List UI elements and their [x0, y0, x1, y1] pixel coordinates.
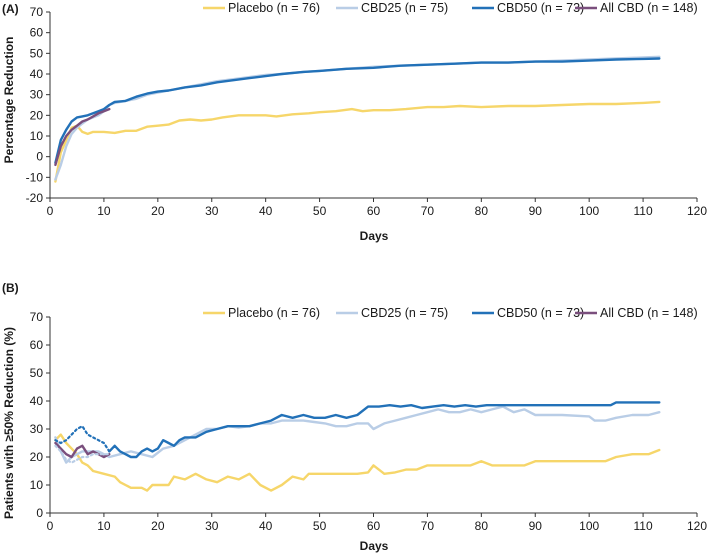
panel-a-x-tick-label: 70	[421, 204, 435, 218]
panel-a-y-tick-label: -20	[26, 191, 44, 205]
panel-a-x-tick-label: 50	[313, 204, 327, 218]
panel-a-series-line-placebo-n-76	[54, 100, 661, 183]
panel-a-series-line-all-cbd-n-148	[54, 107, 111, 167]
panel-b-x-tick-label: 50	[313, 519, 327, 533]
panel-a-y-tick-label: -10	[26, 170, 44, 184]
panel-b-y-tick-label: 10	[30, 478, 44, 492]
panel-b-legend: Placebo (n = 76) CBD25 (n = 75) CBD50 (n =…	[203, 306, 698, 320]
panel-b-y-axis-title: Patients with ≥50% Reduction (%)	[2, 327, 16, 519]
panel-a-x-axis-title: Days	[360, 229, 389, 243]
panel-b-x-tick-label: 30	[205, 519, 219, 533]
panel-a-y-tick-label: 0	[36, 150, 43, 164]
panel-b-label: (B)	[2, 281, 19, 295]
panel-b-y-tick-label: 70	[30, 310, 44, 324]
panel-a-y-tick-label: 70	[30, 5, 44, 19]
panel-a-x-tick-label: 10	[97, 204, 111, 218]
panel-b-series-line-cbd25-n-75-dotted	[54, 444, 111, 464]
panel-b-y-tick-label: 60	[30, 338, 44, 352]
panel-b-x-tick-label: 100	[579, 519, 599, 533]
panel-a-y-tick-label: 30	[30, 88, 44, 102]
panel-b-legend-label: All CBD (n = 148)	[600, 306, 698, 320]
panel-a-y-tick-label: 10	[30, 129, 44, 143]
panel-b-x-tick-label: 90	[529, 519, 543, 533]
panel-b-y-tick-label: 30	[30, 422, 44, 436]
panel-a-x-tick-label: 100	[579, 204, 599, 218]
panel-b-x-tick-label: 120	[687, 519, 707, 533]
panel-a-y-tick-label: 20	[30, 108, 44, 122]
panel-a-x-tick-label: 20	[151, 204, 165, 218]
panel-a-x-tick-label: 90	[529, 204, 543, 218]
panel-a-legend-label: CBD50 (n = 73)	[497, 1, 584, 15]
panel-a-series	[54, 55, 661, 183]
panel-a-series-line-cbd50-n-73	[54, 57, 661, 165]
panel-b-x-tick-label: 0	[47, 519, 54, 533]
panel-a-y-tick-label: 60	[30, 26, 44, 40]
panel-b-x-tick-label: 10	[97, 519, 111, 533]
panel-a-y-axis-title: Percentage Reduction	[2, 37, 16, 164]
panel-b-series-line-cbd50-n-73	[108, 401, 661, 459]
panel-a-series-line-cbd25-n-75	[54, 55, 661, 181]
panel-b-series-line-cbd50-n-73-dotted	[54, 425, 111, 453]
panel-b-axes: 0 10 20 30 40 50 60 70 80 90 100 110 120 0 10 20 30 40 50 6…	[30, 310, 708, 533]
panel-a-x-tick-label: 40	[259, 204, 273, 218]
panel-a-x-tick-label: 0	[47, 204, 54, 218]
panel-a-y-tick-label: 40	[30, 67, 44, 81]
panel-a-axes: 0 10 20 30 40 50 60 70 80 90 100 110 120 -20 -10 0 10 20 3…	[26, 5, 708, 218]
panel-b-legend-label: Placebo (n = 76)	[228, 306, 320, 320]
panel-b-y-tick-label: 40	[30, 394, 44, 408]
panel-a-legend-label: CBD25 (n = 75)	[361, 1, 448, 15]
panel-a-y-tick-label: 50	[30, 46, 44, 60]
panel-b-x-tick-label: 110	[634, 519, 653, 533]
panel-b-x-tick-label: 70	[421, 519, 435, 533]
panel-b-x-tick-label: 20	[151, 519, 165, 533]
panel-a-legend-label: Placebo (n = 76)	[228, 1, 320, 15]
panel-a-legend-label: All CBD (n = 148)	[600, 1, 698, 15]
panel-a-x-tick-label: 60	[367, 204, 381, 218]
panel-a-x-tick-label: 30	[205, 204, 219, 218]
panel-a-x-tick-label: 110	[634, 204, 653, 218]
panel-a-x-tick-label: 120	[687, 204, 707, 218]
panel-b-y-tick-label: 20	[30, 450, 44, 464]
panel-b-x-axis-title: Days	[360, 539, 389, 553]
panel-b-legend-label: CBD25 (n = 75)	[361, 306, 448, 320]
panel-b-chart: (B) Placebo (n = 76) CBD25 (n = 75) CBD50 …	[2, 281, 707, 553]
panel-a-legend: Placebo (n = 76) CBD25 (n = 75) CBD50 (n =…	[203, 1, 698, 15]
panel-b-series	[54, 401, 661, 492]
panel-a-chart: (A) Placebo (n = 76) CBD25 (n = 75) CBD50 …	[2, 1, 707, 243]
panel-a-x-tick-label: 80	[475, 204, 489, 218]
panel-a-label: (A)	[2, 2, 19, 16]
panel-b-y-tick-label: 50	[30, 366, 44, 380]
panel-b-x-tick-label: 80	[475, 519, 489, 533]
panel-b-y-tick-label: 0	[36, 506, 43, 520]
panel-b-x-tick-label: 60	[367, 519, 381, 533]
panel-b-x-tick-label: 40	[259, 519, 273, 533]
panel-b-series-line-placebo-n-76	[54, 433, 661, 492]
panel-b-legend-label: CBD50 (n = 73)	[497, 306, 584, 320]
